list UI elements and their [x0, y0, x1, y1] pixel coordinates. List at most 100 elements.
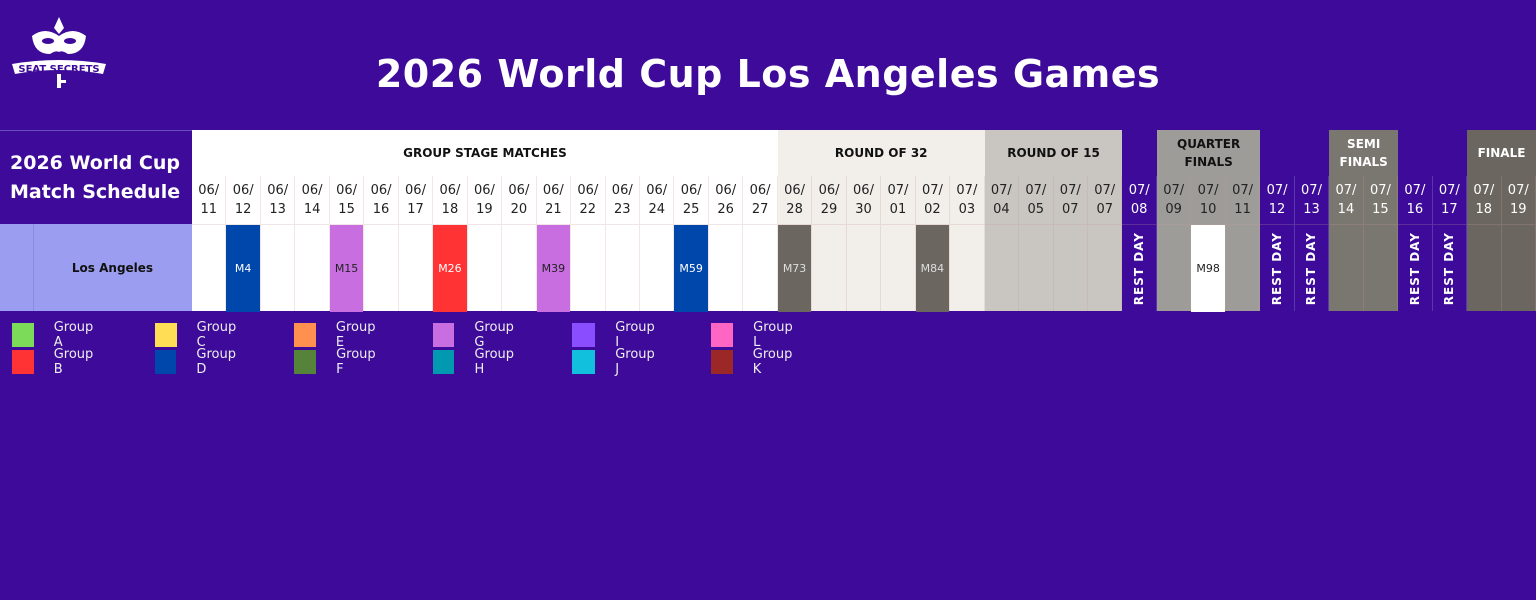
day: 15 [1372, 202, 1389, 217]
month: 06/ [198, 183, 220, 198]
month: 06/ [611, 183, 633, 198]
day: 16 [372, 202, 390, 217]
date-column: 07/19 [1501, 176, 1536, 311]
date-label: 06/11 [192, 176, 226, 225]
month: 06/ [405, 183, 426, 198]
month: 07/ [1197, 183, 1219, 198]
empty-cell [1088, 225, 1121, 312]
month: 07/ [1473, 183, 1495, 198]
month: 06/ [336, 183, 358, 198]
stage-label: QUARTER FINALS [1177, 137, 1241, 169]
legend-swatch [155, 323, 177, 347]
date-column: 06/21 M39 [536, 176, 572, 312]
date-label: 06/17 [398, 176, 433, 225]
date-label: 06/22 [571, 176, 605, 225]
date-label: 07/17 [1432, 176, 1467, 225]
date-column: 06/27 [743, 176, 778, 312]
day: 19 [1509, 202, 1527, 217]
date-label: 07/08 [1122, 176, 1156, 225]
date-label: 07/14 [1329, 176, 1363, 225]
day: 08 [1130, 202, 1148, 217]
date-column: 07/07 [1088, 176, 1123, 312]
rest-day-cell: REST DAY [1260, 225, 1293, 312]
rest-day-label: REST DAY [1132, 231, 1147, 306]
page-title: 2026 World Cup Los Angeles Games [375, 52, 1161, 96]
date-column: 07/11 [1225, 176, 1261, 312]
date-label: 07/19 [1501, 176, 1535, 225]
month: 07/ [1369, 183, 1391, 198]
month: 07/ [1507, 183, 1529, 198]
day: 09 [1165, 202, 1182, 217]
stage-header [1122, 130, 1157, 176]
date-column: 06/17 [398, 176, 434, 311]
date-label: 07/05 [1019, 176, 1053, 225]
day: 21 [545, 202, 562, 217]
month: 06/ [439, 183, 461, 198]
date-column: 07/01 [881, 176, 916, 311]
date-label: 07/07 [1088, 176, 1122, 225]
rest-day-label: REST DAY [1304, 231, 1319, 306]
empty-cell [1054, 225, 1087, 312]
date-column: 06/25 M59 [674, 176, 709, 312]
date-label: 06/26 [708, 176, 743, 225]
month: 06/ [473, 183, 495, 198]
day: 20 [510, 202, 528, 217]
stage-label: GROUP STAGE MATCHES [403, 146, 567, 160]
rest-day-label: REST DAY [1407, 231, 1422, 306]
legend-swatch [711, 350, 733, 374]
match-id: M15 [334, 262, 359, 275]
match-cell: M98 [1191, 225, 1225, 312]
month: 06/ [542, 183, 564, 198]
match-id: M73 [782, 262, 807, 275]
month: 07/ [887, 183, 909, 198]
day: 28 [786, 202, 803, 217]
day: 24 [648, 202, 665, 217]
legend-swatch [433, 350, 455, 374]
month: 07/ [1266, 183, 1288, 198]
empty-cell [1226, 225, 1259, 312]
empty-cell [709, 225, 742, 312]
match-cell: M26 [433, 225, 467, 312]
date-column: 06/20 [502, 176, 537, 312]
day: 27 [751, 202, 769, 217]
date-label: 06/28 [777, 176, 812, 225]
date-column: 07/12 REST DAY [1260, 176, 1295, 312]
date-column: 06/19 [467, 176, 503, 312]
date-column: 06/11 [192, 176, 227, 311]
empty-cell [847, 225, 880, 312]
empty-cell [468, 225, 501, 312]
month: 06/ [715, 183, 737, 198]
date-label: 06/29 [812, 176, 846, 225]
day: 07 [1096, 202, 1113, 217]
month: 07/ [1163, 183, 1185, 198]
schedule-table: 2026 World Cup Match Schedule Los Angele… [0, 130, 1536, 312]
rest-day-cell: REST DAY [1398, 225, 1431, 312]
date-column: 06/12 M4 [226, 176, 261, 312]
date-label: 07/04 [984, 176, 1019, 225]
stage-label: ROUND OF 15 [1007, 146, 1100, 160]
empty-cell [571, 225, 604, 312]
match-cell: M84 [915, 225, 950, 312]
legend-item: Group H [433, 347, 519, 377]
venue-name: Los Angeles [71, 260, 154, 275]
month: 07/ [1301, 183, 1322, 198]
legend-item: Group E [294, 320, 380, 350]
empty-cell [502, 225, 535, 312]
date-label: 07/07 [1053, 176, 1087, 225]
stage-label: ROUND OF 32 [834, 146, 928, 160]
date-column: 07/03 [950, 176, 985, 311]
month: 07/ [1025, 183, 1047, 198]
date-column: 07/16 REST DAY [1398, 176, 1433, 312]
empty-cell [743, 225, 776, 312]
date-label: 07/13 [1294, 176, 1329, 225]
legend-label: Group K [752, 347, 793, 377]
date-column: 07/02 M84 [915, 176, 951, 312]
svg-text:SEAT SECRETS: SEAT SECRETS [18, 64, 99, 75]
empty-cell [1157, 225, 1190, 312]
date-label: 07/12 [1260, 176, 1294, 225]
month: 06/ [267, 183, 289, 198]
empty-cell [812, 225, 845, 312]
legend-swatch [572, 350, 596, 374]
month: 07/ [1438, 183, 1460, 198]
month: 06/ [577, 183, 599, 198]
